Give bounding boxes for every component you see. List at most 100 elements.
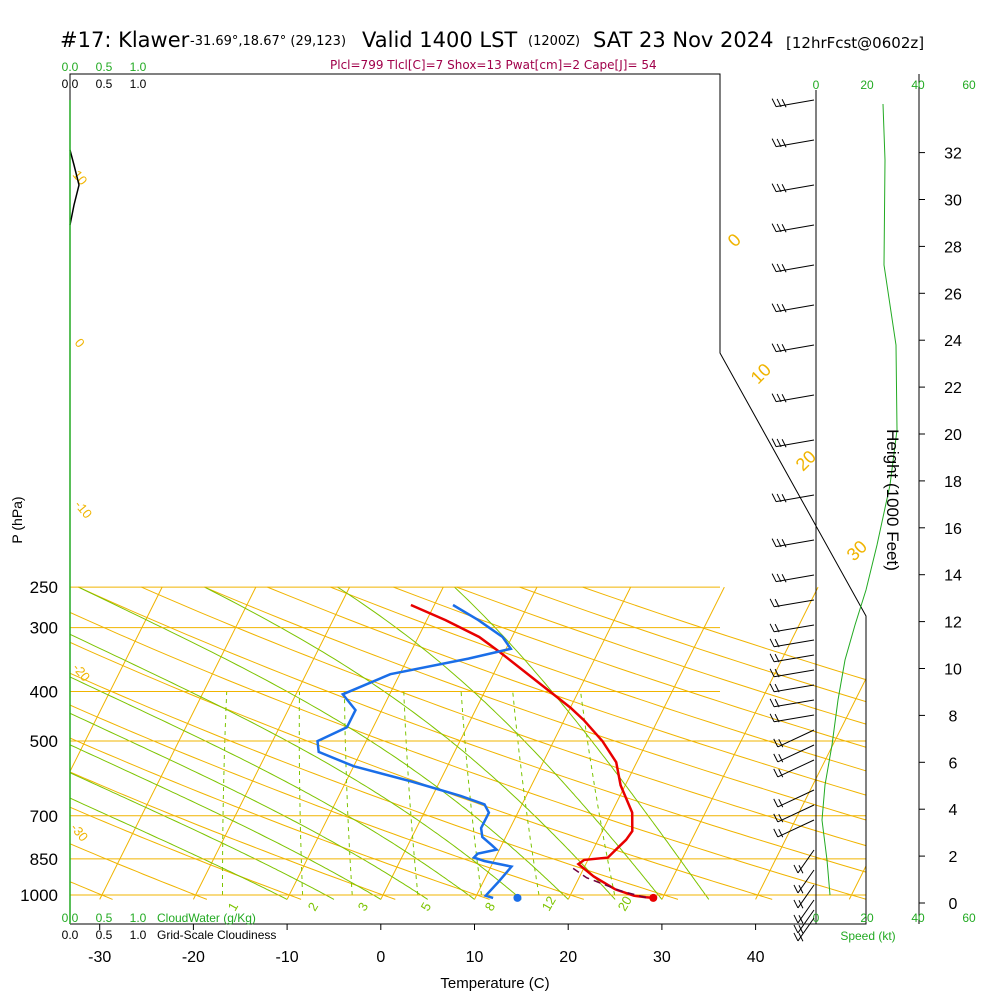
wind-barb bbox=[769, 598, 815, 608]
height-tick-label: 32 bbox=[944, 146, 962, 163]
wind-barb bbox=[793, 909, 815, 934]
speed-tick-label: 40 bbox=[911, 911, 925, 925]
dry-adiabat bbox=[456, 586, 866, 900]
height-axis-label: Height (1000 Feet) bbox=[883, 429, 902, 571]
dry-adiabat bbox=[70, 586, 866, 900]
isotherm bbox=[661, 586, 819, 900]
mixing-ratio-line bbox=[403, 691, 419, 896]
moist-adiabat bbox=[70, 586, 475, 900]
height-tick-label: 20 bbox=[944, 427, 962, 444]
x-tick-label: 20 bbox=[559, 949, 577, 966]
height-tick-label: 8 bbox=[949, 708, 958, 725]
moist-adiabat bbox=[70, 586, 335, 900]
dry-adiabat bbox=[267, 586, 866, 900]
isotherm bbox=[99, 586, 257, 900]
surface-temperature-point bbox=[649, 893, 658, 902]
pressure-tick-label: 400 bbox=[30, 682, 58, 701]
wind-barb bbox=[769, 653, 815, 663]
cloud-tick-label: 0.5 bbox=[96, 911, 113, 925]
forecast-label: [12hrFcst@0602z] bbox=[786, 34, 925, 52]
cloud-tick-label: 0.0 bbox=[62, 60, 79, 74]
speed-tick-label: 20 bbox=[860, 911, 874, 925]
mixing-ratio-label: 3 bbox=[355, 900, 372, 914]
speed-tick-label-top: 60 bbox=[962, 78, 976, 92]
cloudwater-label: CloudWater (g/Kg) bbox=[157, 911, 256, 925]
moist-adiabat bbox=[337, 586, 663, 900]
mixing-ratio-label: 2 bbox=[305, 900, 322, 914]
cloud-tick-label: 1.0 bbox=[130, 60, 147, 74]
wind-barb bbox=[769, 638, 815, 648]
cloudiness-label: Grid-Scale Cloudiness bbox=[157, 928, 276, 942]
height-tick-label: 10 bbox=[944, 662, 962, 679]
dry-adiabat bbox=[393, 586, 866, 900]
cloud-tick-label: 0.0 bbox=[62, 928, 79, 942]
mixing-ratio-line bbox=[222, 691, 228, 895]
moist-adiabat bbox=[70, 586, 288, 900]
wind-barb bbox=[771, 98, 815, 108]
x-tick-label: -30 bbox=[88, 949, 111, 966]
dewpoint-line bbox=[316, 603, 514, 900]
height-tick-label: 6 bbox=[949, 755, 958, 772]
chart-title: #17: Klawer -31.69°,18.67° (29,123) Vali… bbox=[0, 28, 1000, 60]
x-tick-label: -10 bbox=[276, 949, 299, 966]
moist-adiabat bbox=[70, 586, 428, 900]
dry-adiabat bbox=[70, 586, 396, 900]
height-tick-label: 28 bbox=[944, 239, 962, 256]
wind-barb bbox=[771, 223, 815, 233]
dry-adiabat bbox=[70, 586, 208, 900]
wind-barb bbox=[769, 683, 815, 693]
pressure-tick-label: 850 bbox=[30, 850, 58, 869]
wind-barb bbox=[769, 698, 815, 708]
dry-adiabat bbox=[141, 586, 866, 900]
dry-adiabat bbox=[582, 586, 866, 900]
x-tick-label: 30 bbox=[653, 949, 671, 966]
dry-adiabat-label: -10 bbox=[72, 497, 96, 521]
isotherm bbox=[380, 586, 538, 900]
moist-adiabat bbox=[70, 586, 382, 900]
wind-barb bbox=[793, 884, 815, 909]
wind-barb bbox=[773, 744, 815, 763]
parcel-line bbox=[570, 865, 647, 899]
moist-adiabat bbox=[78, 586, 569, 900]
y-axis-label: P (hPa) bbox=[9, 496, 25, 543]
isotherm bbox=[286, 586, 444, 900]
wind-barb bbox=[773, 819, 815, 838]
height-tick-label: 12 bbox=[944, 615, 962, 632]
wind-barb bbox=[793, 869, 815, 894]
pressure-tick-label: 250 bbox=[30, 578, 58, 597]
height-tick-label: 4 bbox=[949, 802, 958, 819]
wind-barb bbox=[773, 729, 815, 748]
mixing-ratio-label: 8 bbox=[482, 900, 499, 914]
cloud-tick-label: 1.0 bbox=[130, 911, 147, 925]
isotherm-label: 10 bbox=[747, 360, 775, 388]
wind-barb bbox=[769, 668, 815, 678]
moist-adiabat bbox=[70, 586, 522, 900]
cloud-tick-label: 1.0 bbox=[130, 928, 147, 942]
speed-tick-label-top: 0 bbox=[813, 78, 820, 92]
wind-barb bbox=[771, 573, 815, 583]
wind-barb bbox=[771, 438, 815, 448]
moist-adiabat bbox=[204, 586, 616, 900]
wind-barb bbox=[793, 917, 815, 942]
isotherm bbox=[567, 586, 725, 900]
wind-speed-trace bbox=[821, 103, 898, 896]
surface-dewpoint-point bbox=[513, 893, 522, 902]
speed-tick-label: 60 bbox=[962, 911, 976, 925]
station-coords: -31.69°,18.67° (29,123) bbox=[190, 34, 347, 49]
height-tick-label: 2 bbox=[949, 849, 958, 866]
wind-barb bbox=[793, 899, 815, 924]
x-tick-label: 0 bbox=[376, 949, 385, 966]
dry-adiabat bbox=[204, 586, 866, 900]
isotherm bbox=[474, 586, 632, 900]
stability-parameters: Plcl=799 Tlcl[C]=7 Shox=13 Pwat[cm]=2 Ca… bbox=[330, 58, 657, 72]
dry-adiabat bbox=[330, 586, 866, 900]
moist-adiabat bbox=[454, 586, 710, 900]
x-axis-label: Temperature (C) bbox=[440, 975, 549, 992]
wind-barb bbox=[773, 804, 815, 823]
height-tick-label: 26 bbox=[944, 286, 962, 303]
dry-adiabat-label: -20 bbox=[70, 660, 94, 684]
wind-barb bbox=[771, 138, 815, 148]
valid-time: Valid 1400 LST bbox=[362, 28, 518, 52]
cloud-tick-label: 0.5 bbox=[96, 928, 113, 942]
